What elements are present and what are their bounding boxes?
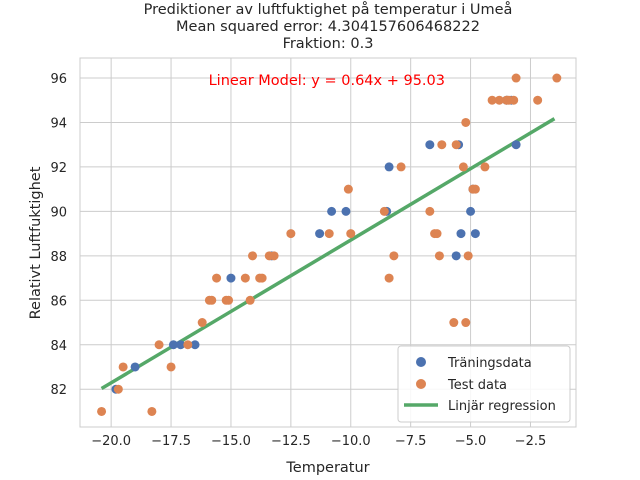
legend-label-test-data: Test data <box>447 378 507 393</box>
y-tick-label: 88 <box>50 250 67 265</box>
y-tick-label: 92 <box>50 161 67 176</box>
y-tick-label: 94 <box>50 116 67 131</box>
training-point <box>327 206 337 216</box>
training-point <box>425 140 435 150</box>
x-tick-label: −7.5 <box>395 434 427 449</box>
training-point <box>190 340 200 350</box>
test-point <box>437 140 447 150</box>
training-point <box>470 229 480 239</box>
chart-title-line-1: Prediktioner av luftfuktighet på tempera… <box>144 1 513 18</box>
test-point <box>434 251 444 261</box>
tick-labels: −20.0 −17.5 −15.0 −12.5 −10.0 −7.5 −5.0 −2.5 82 8… <box>50 72 546 449</box>
training-point <box>168 340 178 350</box>
test-point <box>509 95 519 105</box>
test-point <box>461 318 471 328</box>
test-point <box>343 184 353 194</box>
test-point <box>379 206 389 216</box>
training-point <box>341 206 351 216</box>
x-tick-label: −20.0 <box>91 434 131 449</box>
test-point <box>470 184 480 194</box>
training-point <box>466 206 476 216</box>
test-point <box>552 73 562 83</box>
test-point <box>458 162 468 172</box>
test-points <box>97 73 562 416</box>
y-tick-label: 86 <box>50 294 67 309</box>
test-point <box>183 340 193 350</box>
chart-title-line-3: Fraktion: 0.3 <box>283 36 374 52</box>
test-point <box>389 251 399 261</box>
y-axis-label: Relativt Luftfuktighet <box>28 166 44 319</box>
legend-label-linjar-regression: Linjär regression <box>448 399 556 414</box>
x-tick-label: −17.5 <box>151 434 191 449</box>
x-tick-label: −2.5 <box>515 434 547 449</box>
legend-box <box>397 345 571 423</box>
legend: Träningsdata Test data Linjär regression <box>397 345 571 423</box>
test-point <box>269 251 279 261</box>
test-point <box>240 273 250 283</box>
training-point <box>451 251 461 261</box>
chart-title-line-2: Mean squared error: 4.304157606468222 <box>176 19 480 35</box>
test-point <box>511 73 521 83</box>
test-point <box>118 362 128 372</box>
training-point <box>130 362 140 372</box>
x-tick-label: −10.0 <box>331 434 371 449</box>
test-point <box>147 406 157 416</box>
training-point <box>511 140 521 150</box>
x-tick-label: −5.0 <box>455 434 487 449</box>
x-axis-label: Temperatur <box>285 460 369 476</box>
training-point <box>384 162 394 172</box>
test-point <box>494 95 504 105</box>
x-tick-label: −12.5 <box>271 434 311 449</box>
test-point <box>384 273 394 283</box>
y-tick-label: 90 <box>50 205 67 220</box>
test-point <box>166 362 176 372</box>
test-point <box>463 251 473 261</box>
test-point <box>346 229 356 239</box>
linear-model-annotation: Linear Model: y = 0.64x + 95.03 <box>209 73 445 89</box>
training-point <box>176 340 186 350</box>
test-point <box>286 229 296 239</box>
y-tick-label: 96 <box>50 72 67 87</box>
legend-marker-test-data <box>416 379 426 389</box>
training-point <box>226 273 236 283</box>
legend-marker-traningsdata <box>416 357 426 367</box>
training-point <box>315 229 325 239</box>
test-point <box>248 251 258 261</box>
test-point <box>480 162 490 172</box>
test-point <box>461 117 471 127</box>
scatter-points-layer <box>97 73 562 416</box>
training-point <box>456 229 466 239</box>
test-point <box>451 140 461 150</box>
test-point <box>154 340 164 350</box>
test-point <box>432 229 442 239</box>
x-tick-label: −15.0 <box>211 434 251 449</box>
test-point <box>324 229 334 239</box>
y-tick-label: 82 <box>50 383 67 398</box>
test-point <box>396 162 406 172</box>
test-point <box>224 295 234 305</box>
plot-border <box>79 57 577 428</box>
test-point <box>97 406 107 416</box>
test-point <box>207 295 217 305</box>
y-tick-label: 84 <box>50 339 67 354</box>
test-point <box>212 273 222 283</box>
test-point <box>533 95 543 105</box>
test-point <box>449 318 459 328</box>
test-point <box>113 384 123 394</box>
legend-label-traningsdata: Träningsdata <box>447 356 532 371</box>
test-point <box>245 295 255 305</box>
test-point <box>197 318 207 328</box>
test-point <box>487 95 497 105</box>
test-point <box>257 273 267 283</box>
test-point <box>425 206 435 216</box>
